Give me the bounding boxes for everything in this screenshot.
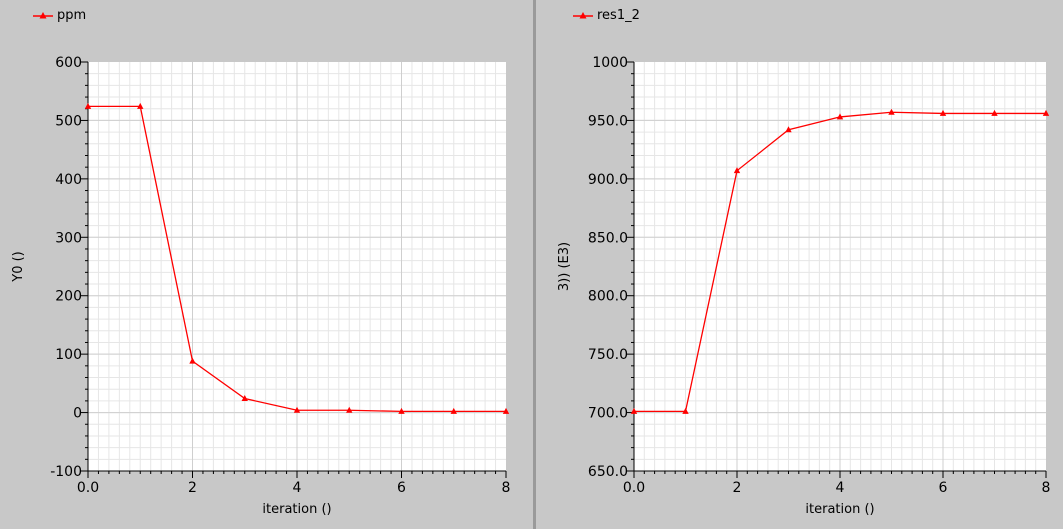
data-point [189,357,196,364]
x-tick-label: 6 [939,480,948,496]
x-tick-label: 2 [188,480,197,496]
x-tick-label: 8 [1042,480,1051,496]
y-tick-label: 750.0 [588,347,628,363]
data-point [398,407,405,414]
data-point [137,102,144,109]
y-tick-label: 300 [55,230,82,246]
data-point [346,406,353,413]
data-point [991,109,998,116]
data-point [450,407,457,414]
data-point [502,407,510,414]
x-tick-label: 0.0 [77,480,99,496]
data-point [939,109,947,116]
legend-label: res1_2 [597,8,640,23]
y-tick-label: -100 [50,464,82,480]
x-tick-label: 4 [836,480,845,496]
y-tick-label: 900.0 [588,172,628,188]
x-tick-label: 2 [733,480,742,496]
y-tick-label: 800.0 [588,289,628,305]
data-point [785,126,792,133]
y-tick-label: 700.0 [588,406,628,422]
data-point [733,167,741,174]
y-tick-label: 1000 [592,55,628,71]
y-tick-label: 0 [73,406,82,422]
x-tick-label: 4 [293,480,302,496]
x-axis-title: iteration () [262,502,331,517]
data-point [293,406,301,413]
y-axis-title: Y0 () [11,251,26,283]
x-tick-label: 6 [397,480,406,496]
legend: res1_2 [572,8,640,23]
legend: ppm [32,8,86,23]
panel-divider[interactable] [533,0,536,529]
y-tick-label: 100 [55,347,82,363]
legend-marker-icon [573,11,593,18]
x-tick-label: 8 [502,480,511,496]
data-point [888,108,895,115]
data-point [836,113,844,120]
data-point [630,407,638,414]
x-tick-label: 0.0 [623,480,645,496]
data-point [84,102,92,109]
major-grid [634,62,1046,471]
chart-panel-res1-2: res1_2 0.0 2 4 6 8 650.0 700.0 750.0 800.0 850.0 9… [536,0,1063,529]
data-point [241,395,248,402]
legend-marker-icon [33,11,53,18]
y-tick-label: 650.0 [588,464,628,480]
y-tick-label: 950.0 [588,113,628,129]
y-tick-label: 200 [55,289,82,305]
data-point [682,407,689,414]
y-tick-label: 850.0 [588,230,628,246]
plot-area: 0.0 2 4 6 8 650.0 700.0 750.0 800.0 850.0 900.0 950… [557,55,1051,517]
chart-panel-ppm: ppm 0.0 2 4 6 8 -100 0 100 200 300 400 500 600 iterat… [11,8,511,517]
y-axis-title: 3)) (E3) [557,242,572,291]
y-tick-label: 400 [55,172,82,188]
plot-area: 0.0 2 4 6 8 -100 0 100 200 300 400 500 600 iteration … [11,55,511,517]
y-tick-label: 500 [55,113,82,129]
legend-label: ppm [57,8,87,23]
x-axis-title: iteration () [805,502,874,517]
y-tick-label: 600 [55,55,82,71]
data-point [1042,109,1050,116]
